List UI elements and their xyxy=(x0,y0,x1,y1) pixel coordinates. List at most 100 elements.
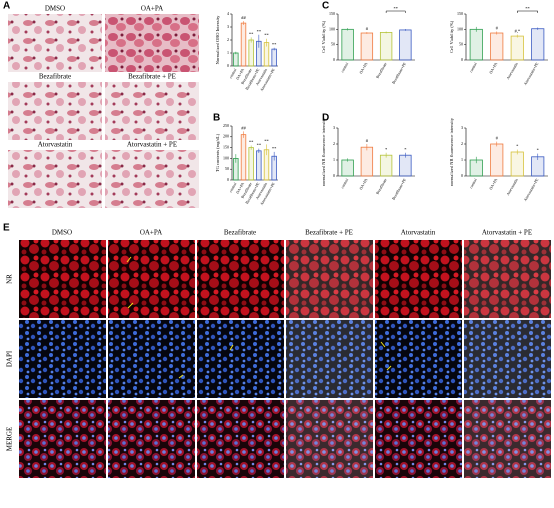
category-label: control xyxy=(340,178,349,189)
bar xyxy=(490,32,504,61)
y-tick-label: 250 xyxy=(223,123,229,128)
significance: * xyxy=(385,147,388,152)
micrograph xyxy=(464,320,551,398)
bar xyxy=(271,48,277,67)
significance: * xyxy=(516,144,519,149)
micrograph xyxy=(375,400,462,478)
bar xyxy=(248,39,254,67)
panel-label: E xyxy=(3,223,10,234)
bar xyxy=(240,22,247,67)
category-label: control xyxy=(340,62,349,73)
row-label: DAPI xyxy=(6,350,14,367)
row-label: NR xyxy=(6,274,14,284)
y-tick-label: 50 xyxy=(331,42,335,47)
category-label: Atorvastatin xyxy=(506,62,519,80)
bar xyxy=(510,151,524,177)
significance: ** xyxy=(257,143,262,148)
bar xyxy=(510,35,524,61)
bar xyxy=(360,32,374,61)
panel-label: D xyxy=(322,113,329,124)
micrograph xyxy=(286,400,373,478)
y-tick-label: 150 xyxy=(457,11,463,16)
micrograph xyxy=(105,82,199,140)
micrograph xyxy=(19,400,106,478)
y-tick-label: 0 xyxy=(333,173,335,178)
y-axis-label: TG contents (mg/dL) xyxy=(215,133,220,172)
y-tick-label: 2 xyxy=(227,37,229,42)
micrograph xyxy=(464,240,551,318)
column-label: Bezafibrate xyxy=(224,229,256,237)
bracket xyxy=(385,10,406,13)
category-label: Bezafibrate+PE xyxy=(391,177,407,200)
y-tick-label: 1 xyxy=(333,157,335,162)
panel-label: C xyxy=(322,1,329,12)
y-tick-label: 200 xyxy=(223,134,229,139)
bar xyxy=(248,147,254,181)
micrograph xyxy=(19,240,106,318)
y-tick-label: 2 xyxy=(333,141,335,146)
y-tick-label: 3 xyxy=(333,125,335,130)
image-label: Bezafibrate xyxy=(39,73,71,81)
micrograph xyxy=(286,320,373,398)
significance: * xyxy=(404,147,407,152)
category-label: OA+PA xyxy=(359,178,369,191)
category-label: control xyxy=(229,182,238,193)
micrograph xyxy=(105,150,199,208)
y-tick-label: 0 xyxy=(461,173,463,178)
column-label: OA+PA xyxy=(140,229,162,237)
category-label: Bezafibrate xyxy=(376,62,388,79)
bar xyxy=(379,154,393,177)
y-tick-label: 100 xyxy=(329,26,335,31)
image-label: Bezafibrate + PE xyxy=(128,73,176,81)
micrograph xyxy=(8,14,102,72)
micrograph xyxy=(375,240,462,318)
category-label: control xyxy=(469,62,478,73)
bar xyxy=(240,134,247,181)
significance: ** xyxy=(272,146,277,151)
micrograph xyxy=(197,400,284,478)
bar xyxy=(256,150,262,181)
significance: ** xyxy=(272,42,277,47)
micrograph xyxy=(19,320,106,398)
micrograph xyxy=(8,82,102,140)
micrograph xyxy=(8,150,102,208)
y-tick-label: 0 xyxy=(227,63,229,68)
micrograph xyxy=(464,400,551,478)
category-label: Bezafibrate+PE xyxy=(391,61,407,84)
row-label: MERGE xyxy=(6,427,14,452)
micrograph xyxy=(108,320,195,398)
significance: ** xyxy=(525,6,530,11)
y-tick-label: 1 xyxy=(227,50,229,55)
image-label: OA+PA xyxy=(141,5,163,13)
bar xyxy=(341,159,354,177)
chart: 0 1 2 3 normalized NR fluorescence intensity… xyxy=(449,117,548,202)
bar xyxy=(399,154,412,177)
y-tick-label: 50 xyxy=(225,166,229,171)
significance: ** xyxy=(394,6,399,11)
micrograph xyxy=(197,240,284,318)
category-label: Atorvastatin+PE xyxy=(523,177,539,202)
significance: ** xyxy=(257,29,262,34)
bar xyxy=(341,28,354,61)
significance: # xyxy=(496,136,499,141)
bar xyxy=(490,143,504,177)
column-label: Atorvastatin xyxy=(401,229,436,237)
y-axis-label: Cell Viability (%) xyxy=(449,20,454,53)
image-label: Atorvastatin + PE xyxy=(127,141,177,149)
category-label: OA+PA xyxy=(489,62,499,75)
column-label: Atorvastatin + PE xyxy=(482,229,532,237)
micrograph xyxy=(108,240,195,318)
y-tick-label: 100 xyxy=(223,155,229,160)
category-label: OA+PA xyxy=(236,182,246,195)
micrograph xyxy=(105,14,199,72)
significance: ## xyxy=(241,125,246,130)
significance: ## xyxy=(241,15,246,20)
y-axis-label: Normalized ORO Intensity xyxy=(215,15,220,64)
y-tick-label: 2 xyxy=(461,141,463,146)
panel-label: B xyxy=(213,113,220,124)
y-axis-label: normalized NR fluorescence intensity xyxy=(321,117,326,186)
category-label: control xyxy=(229,68,238,79)
y-tick-label: 150 xyxy=(223,145,229,150)
